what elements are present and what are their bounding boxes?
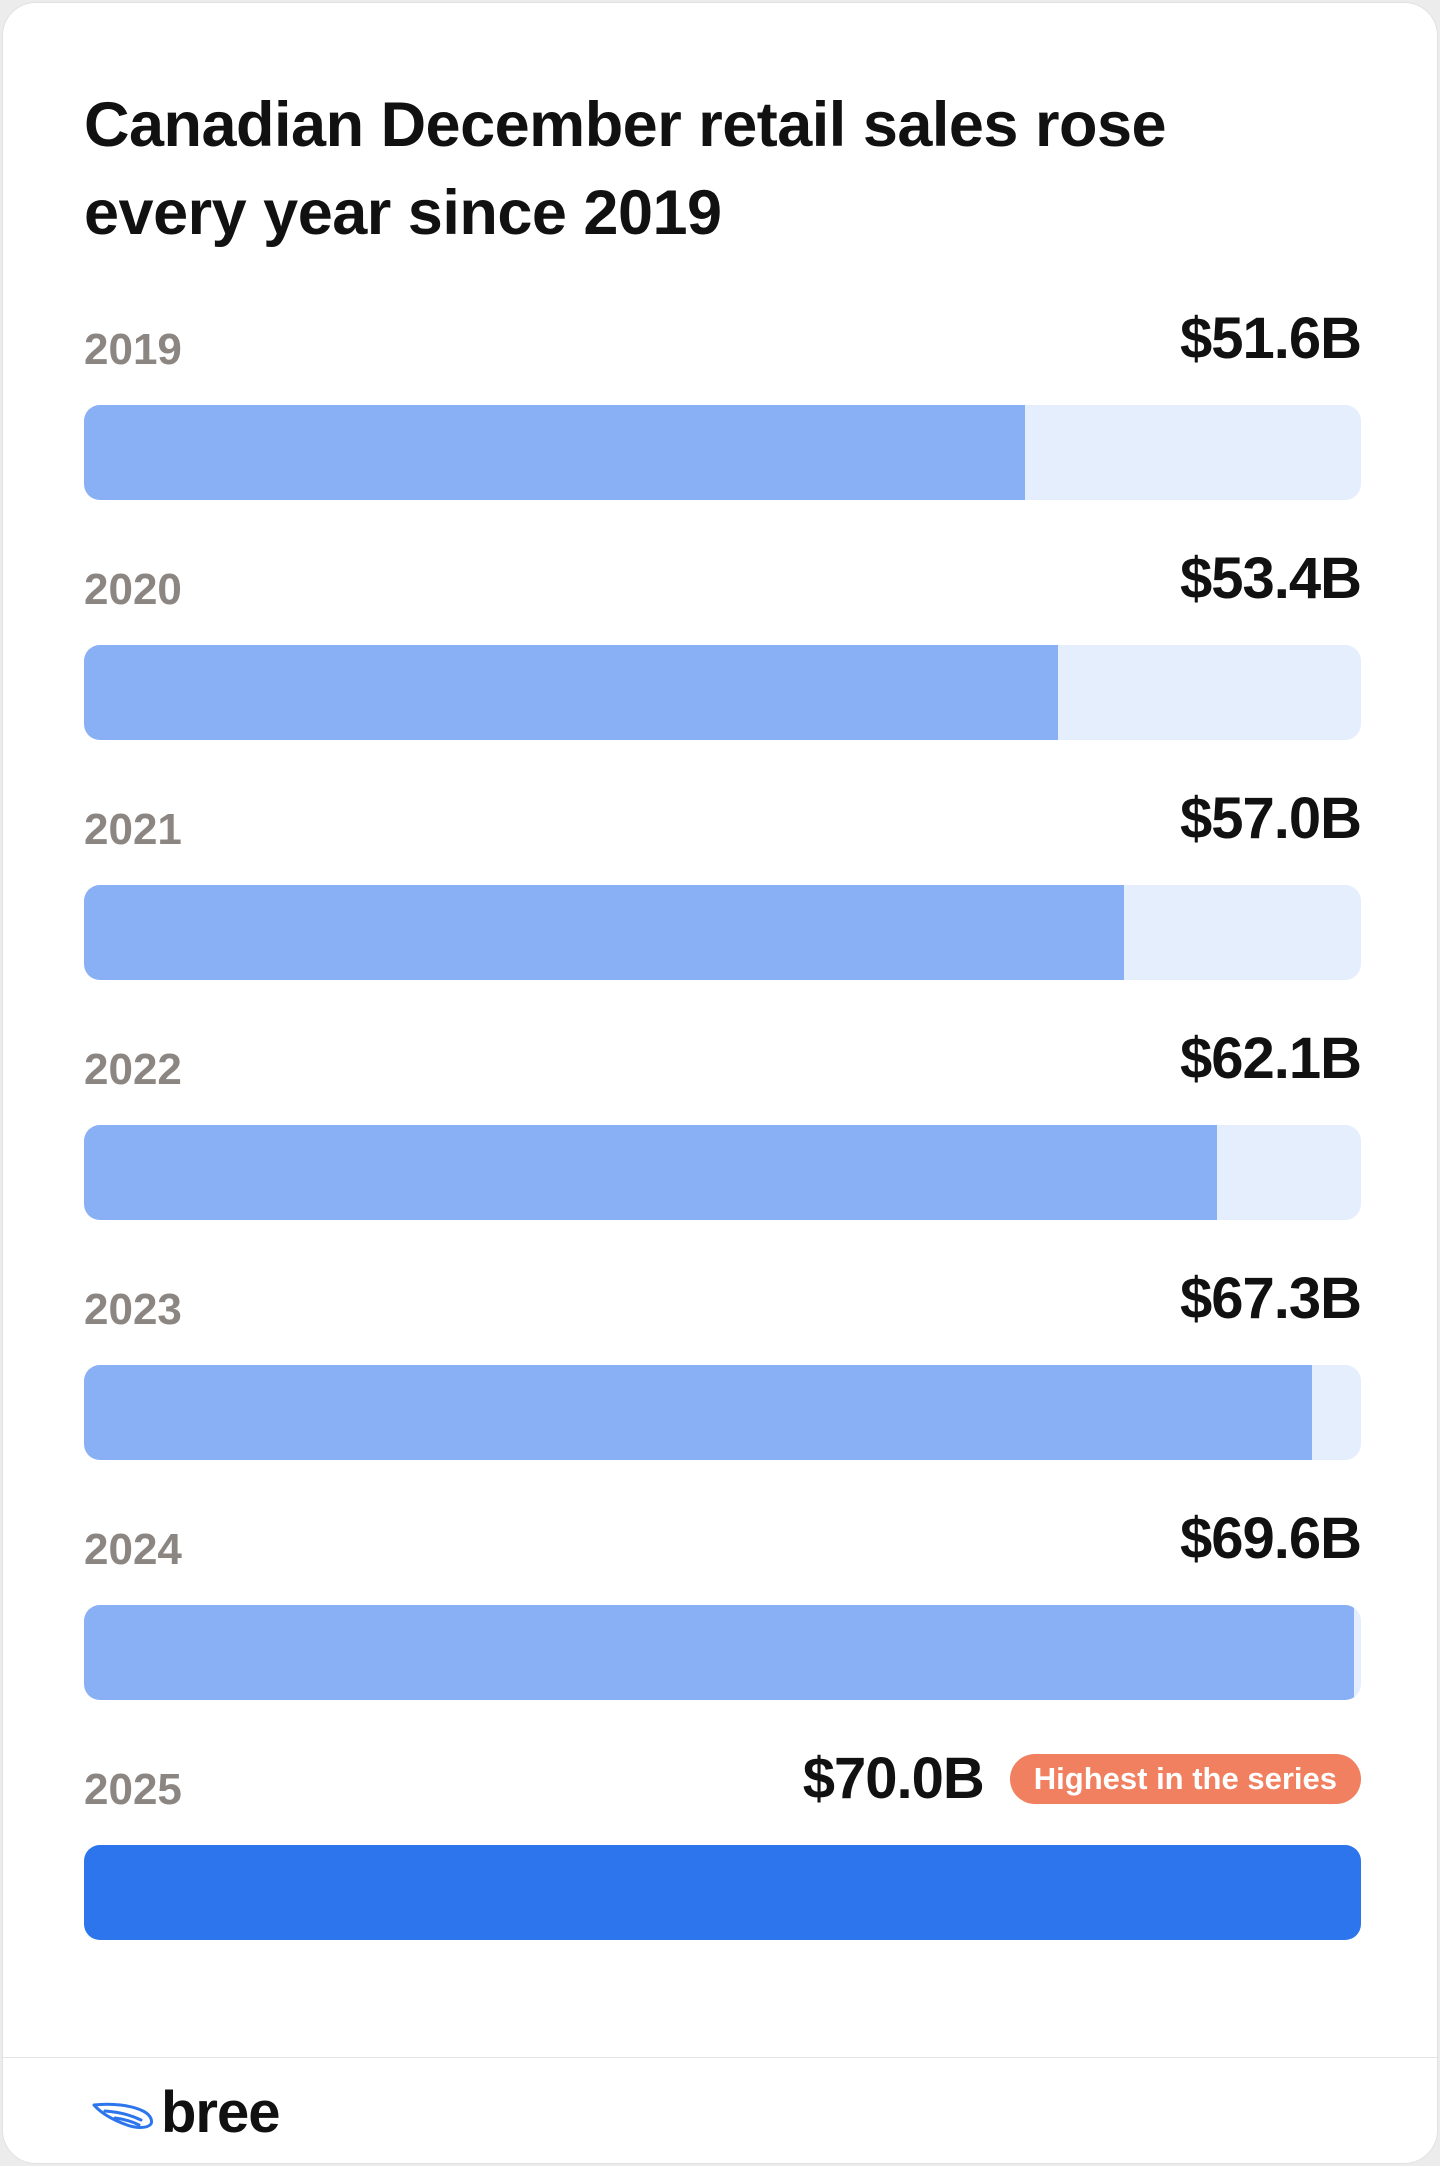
bar-row-2023: 2023 $67.3B	[84, 1263, 1362, 1503]
category-label: 2024	[84, 1525, 182, 1574]
wing-logo-icon	[92, 2102, 153, 2129]
bar-row-2021: 2021 $57.0B	[84, 783, 1362, 1023]
bar-row-2025: 2025 $70.0B Highest in the series	[84, 1743, 1361, 1983]
bar-row-2024: 2024 $69.6B	[84, 1503, 1362, 1743]
value-label-group: $70.0B Highest in the series	[803, 1743, 1361, 1815]
value-label-group: $67.3B	[1179, 1263, 1362, 1335]
data-label: $69.6B	[1179, 1506, 1362, 1571]
bar	[84, 1605, 1354, 1700]
category-label: 2023	[84, 1285, 182, 1334]
highlight-badge: Highest in the series	[1009, 1754, 1361, 1804]
data-label: $62.1B	[1179, 1026, 1362, 1091]
value-label-group: $57.0B	[1179, 783, 1362, 855]
bar	[84, 1365, 1312, 1460]
bar-track	[84, 1365, 1361, 1460]
footer: bree	[3, 2057, 1437, 2163]
bar-track	[84, 885, 1361, 980]
chart-title: Canadian December retail sales rose ever…	[84, 90, 1167, 248]
category-label: 2020	[84, 565, 182, 614]
bar-track	[84, 1605, 1361, 1700]
data-label: $53.4B	[1179, 546, 1362, 611]
category-label: 2021	[84, 805, 182, 854]
data-label: $57.0B	[1179, 786, 1362, 851]
bar	[84, 1845, 1361, 1940]
value-label-group: $53.4B	[1179, 543, 1362, 615]
data-label: $70.0B	[802, 1746, 985, 1811]
bar-chart: 2019 $51.6B 2020 $53.4B 2021 $57.0B 2022 $62.1B…	[84, 303, 1362, 1983]
value-label-group: $69.6B	[1179, 1503, 1362, 1575]
value-label-group: $62.1B	[1179, 1023, 1362, 1095]
bar-track	[84, 645, 1361, 740]
bar-track	[84, 1125, 1361, 1220]
data-label: $67.3B	[1179, 1266, 1362, 1331]
category-label: 2025	[84, 1765, 182, 1814]
bar	[84, 645, 1059, 740]
category-label: 2022	[84, 1045, 182, 1094]
data-label: $51.6B	[1179, 306, 1362, 371]
bar	[84, 885, 1124, 980]
category-label: 2019	[84, 325, 182, 374]
bar	[84, 405, 1026, 500]
bar-row-2019: 2019 $51.6B	[84, 303, 1362, 543]
brand-logo: bree	[91, 2078, 281, 2148]
bar-row-2022: 2022 $62.1B	[84, 1023, 1362, 1263]
brand-name: bree	[161, 2080, 281, 2145]
bar-track	[84, 1845, 1361, 1940]
bar-track	[84, 405, 1361, 500]
bar-row-2020: 2020 $53.4B	[84, 543, 1362, 783]
value-label-group: $51.6B	[1179, 303, 1362, 375]
bar	[84, 1125, 1217, 1220]
